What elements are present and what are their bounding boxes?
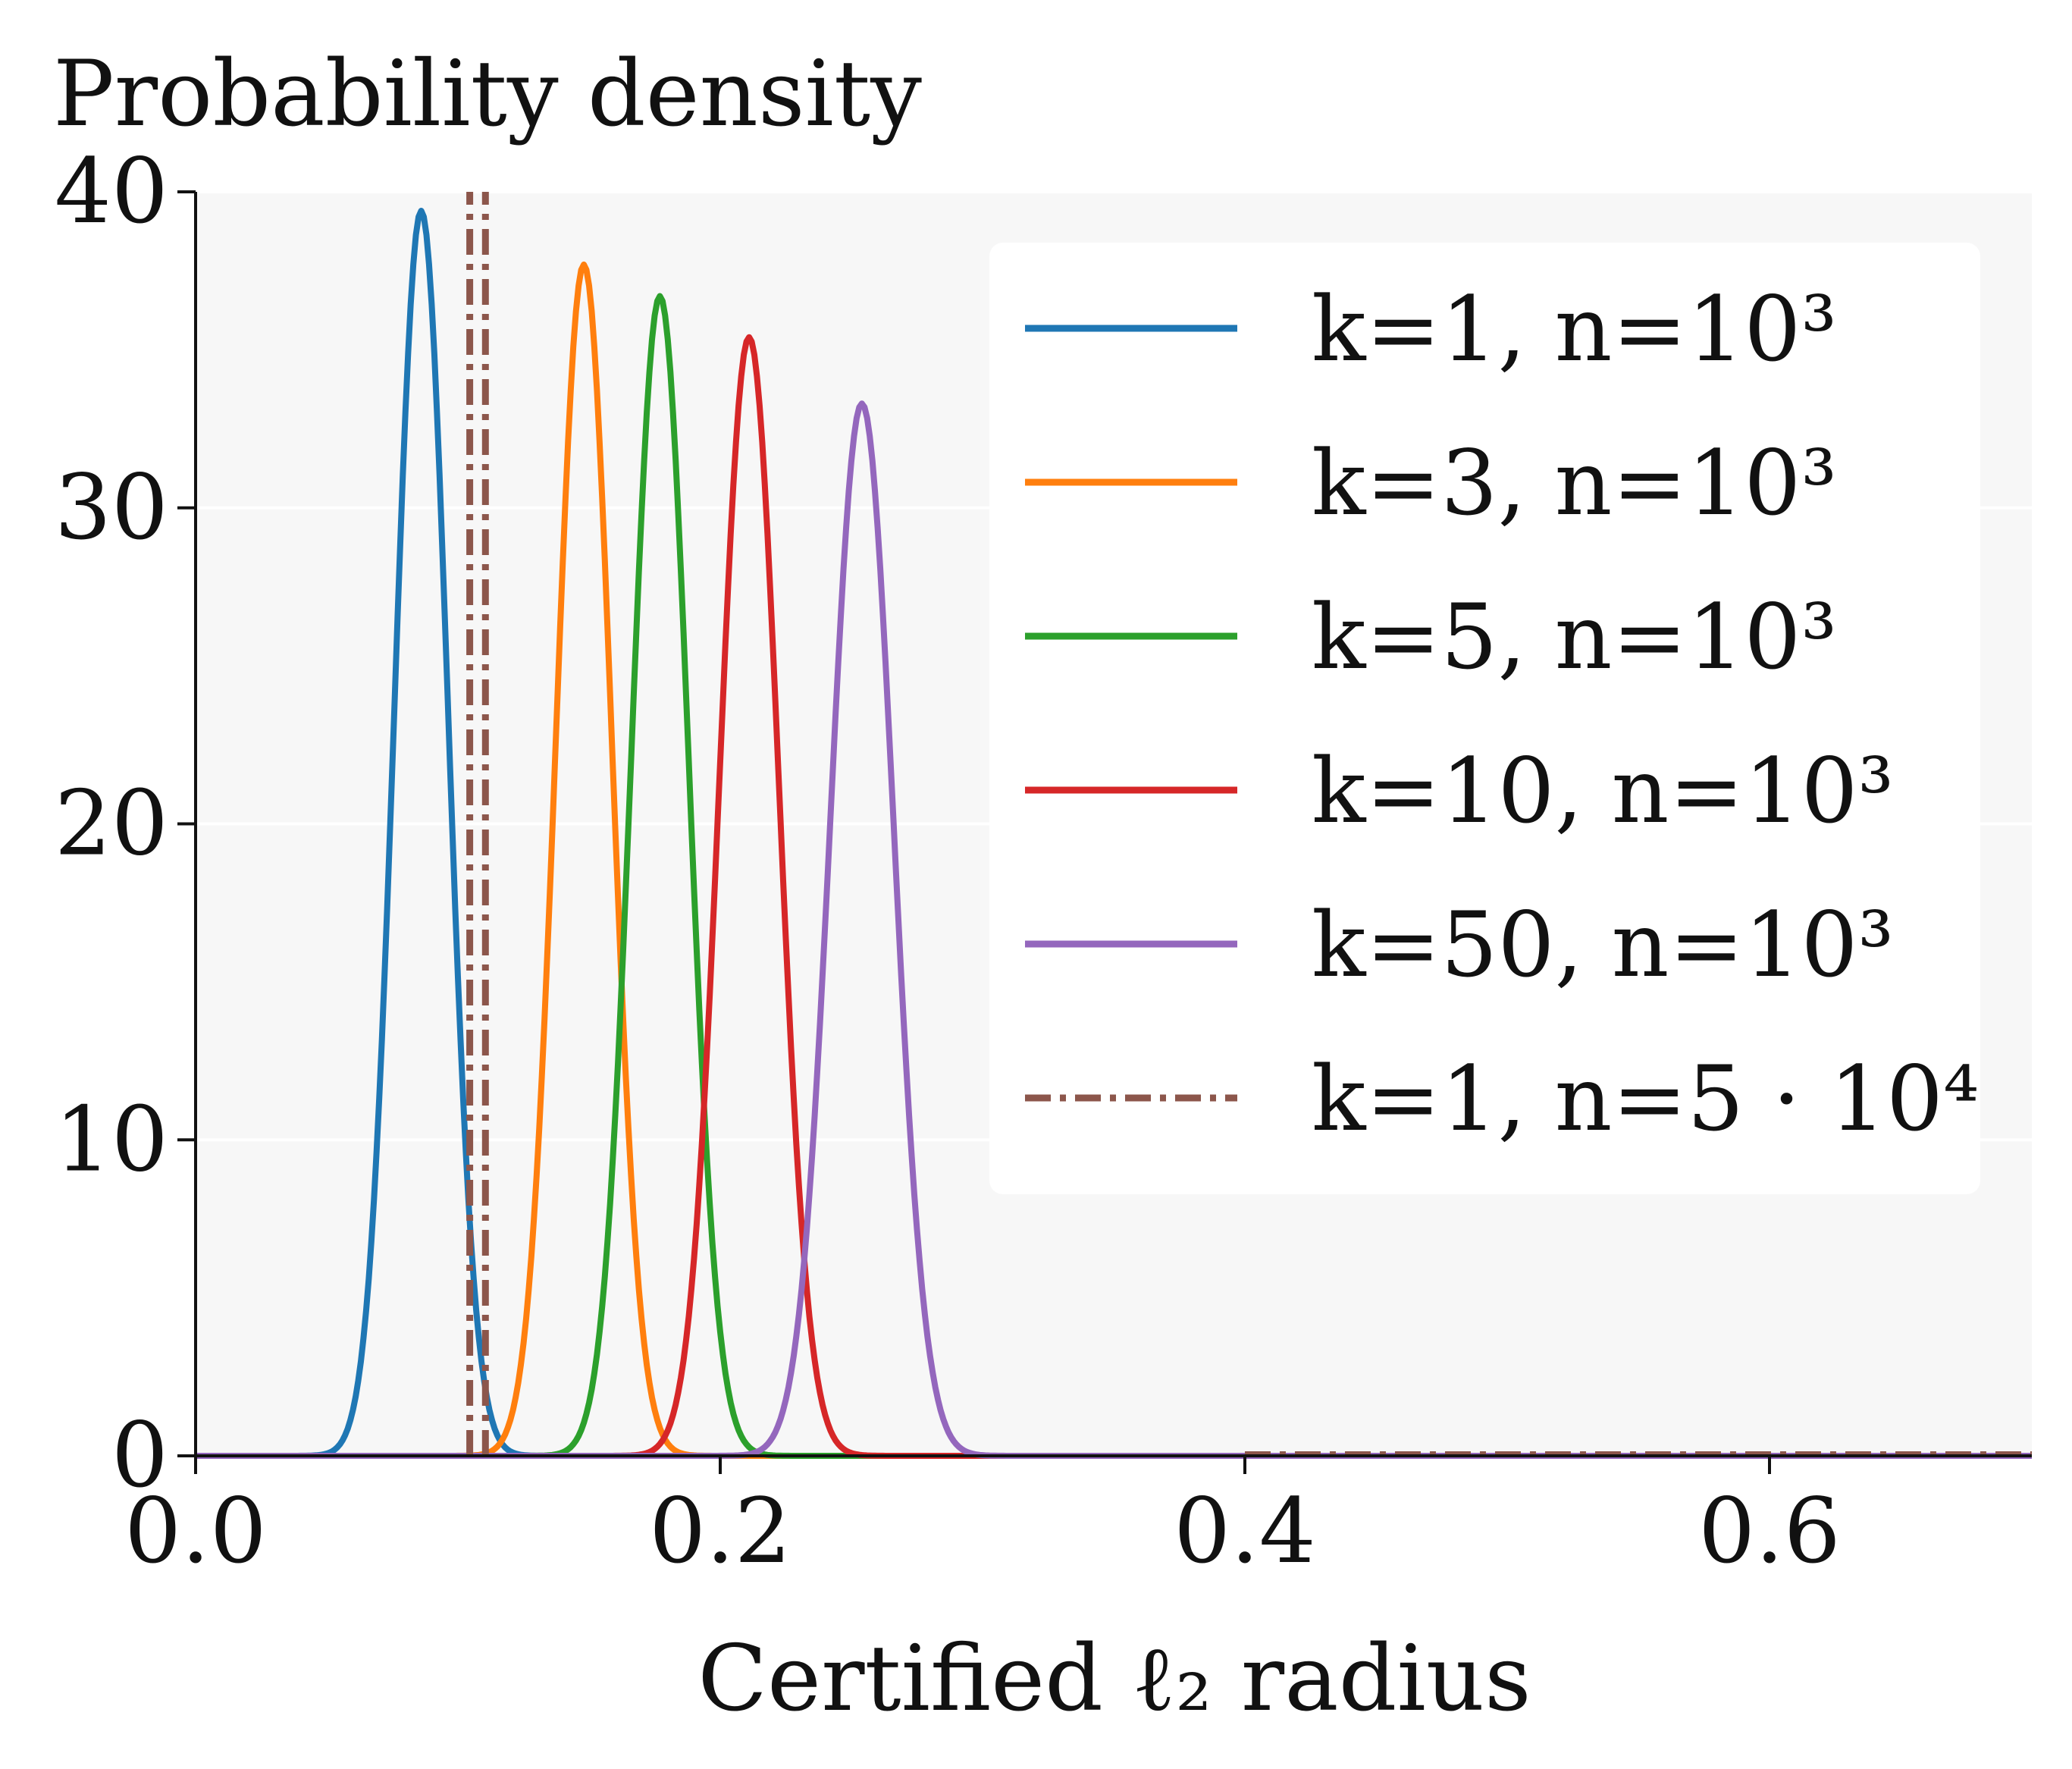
legend-label: k=50, n=10³ xyxy=(1312,892,1894,997)
y-tick-label: 30 xyxy=(55,455,168,560)
legend-label: k=1, n=5 · 10⁴ xyxy=(1312,1046,1979,1151)
y-tick-label: 20 xyxy=(55,771,168,876)
x-tick-label: 0.2 xyxy=(649,1479,791,1583)
legend-label: k=5, n=10³ xyxy=(1312,585,1837,689)
y-tick-label: 40 xyxy=(55,139,168,243)
legend: k=1, n=10³ k=3, n=10³ k=5, n=10³ k=10, n=10… xyxy=(989,243,1980,1194)
x-tick-label: 0.0 xyxy=(124,1479,267,1583)
axes: 0 10 20 30 40 0.0 0.2 0.4 0.6 xyxy=(55,139,2032,1583)
chart-title: Probability density xyxy=(53,42,922,147)
legend-label: k=3, n=10³ xyxy=(1312,431,1837,535)
series-line xyxy=(466,192,489,1456)
y-tick-label: 0 xyxy=(111,1403,168,1507)
legend-label: k=1, n=10³ xyxy=(1312,277,1837,381)
x-tick-label: 0.4 xyxy=(1174,1479,1316,1583)
x-tick-label: 0.6 xyxy=(1698,1479,1841,1583)
legend-label: k=10, n=10³ xyxy=(1312,739,1894,843)
x-axis-label: Certified ℓ₂ radius xyxy=(697,1626,1531,1732)
y-tick-label: 10 xyxy=(55,1087,168,1191)
